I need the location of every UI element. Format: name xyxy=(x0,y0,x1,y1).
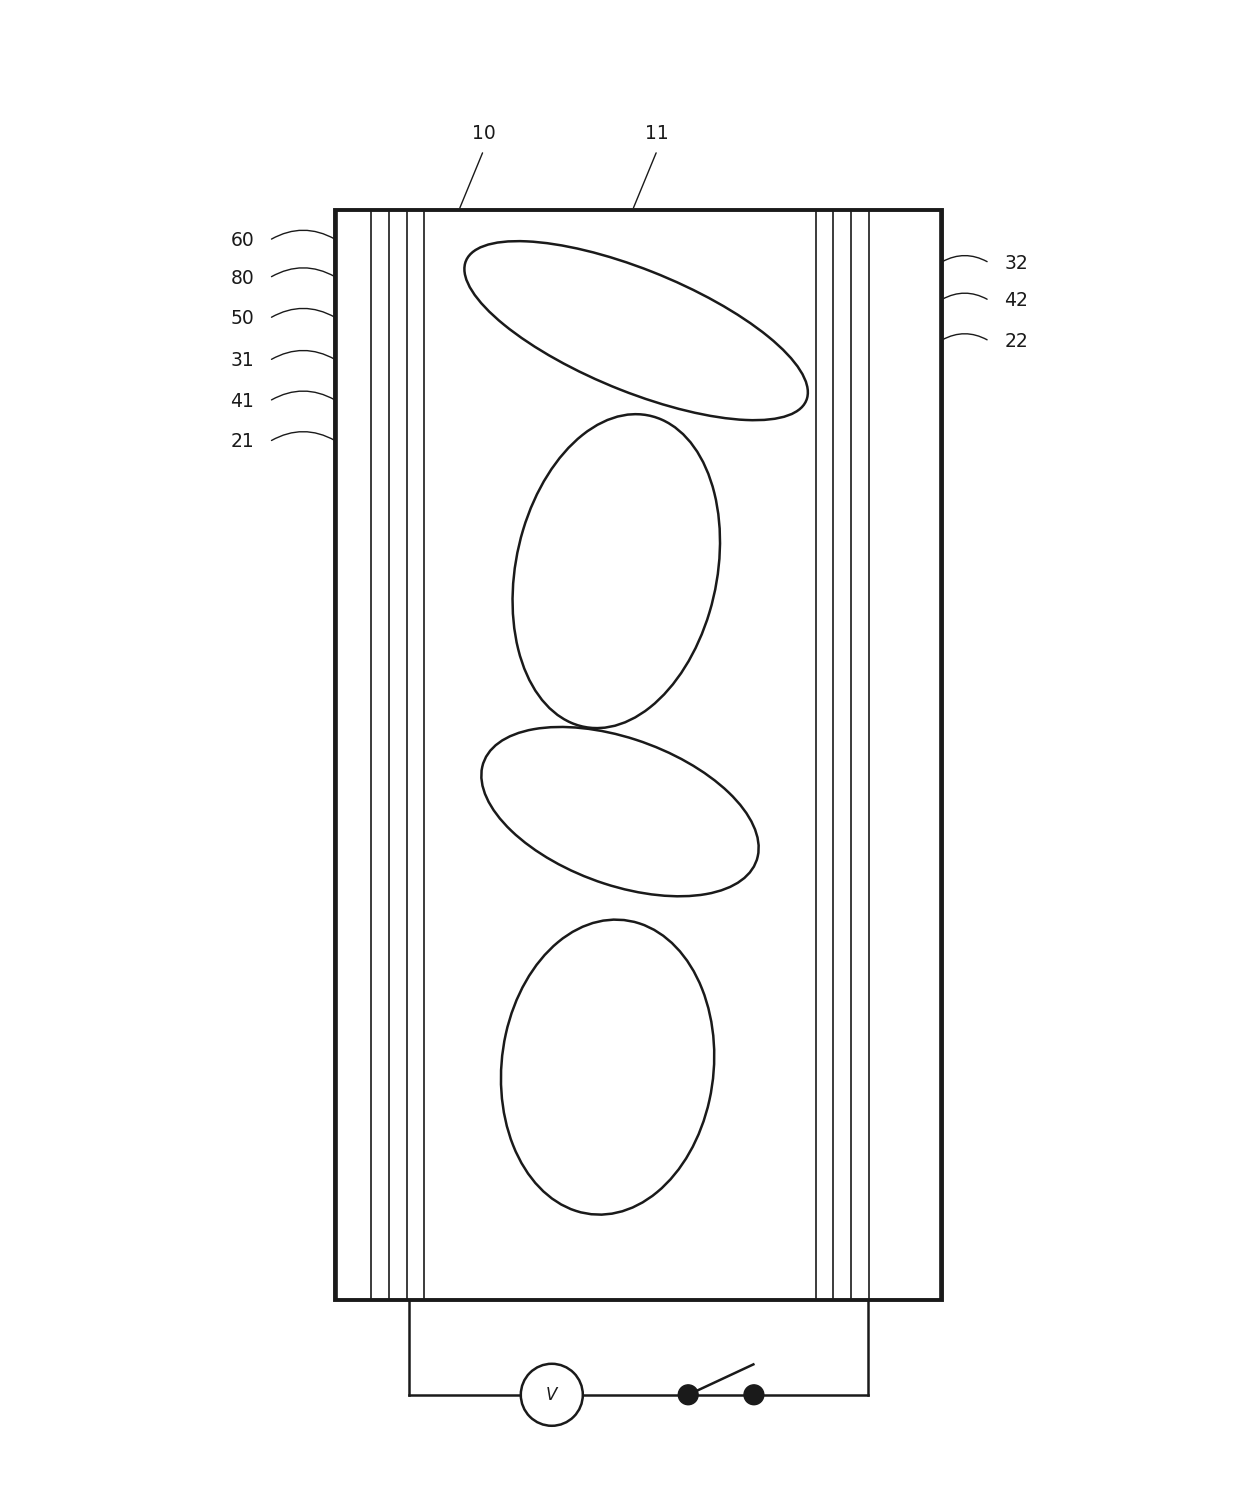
Text: 32: 32 xyxy=(1004,254,1028,272)
Text: 50: 50 xyxy=(231,310,254,328)
Ellipse shape xyxy=(521,1363,583,1426)
Bar xyxy=(427,210,813,1300)
Text: 41: 41 xyxy=(231,392,254,410)
Text: 60: 60 xyxy=(231,231,254,249)
Text: 10: 10 xyxy=(471,123,496,143)
Text: V: V xyxy=(546,1386,558,1404)
Text: 80: 80 xyxy=(231,269,254,287)
Ellipse shape xyxy=(465,240,807,421)
Ellipse shape xyxy=(512,415,720,727)
Text: 42: 42 xyxy=(1004,292,1028,310)
Bar xyxy=(335,210,942,1300)
Text: 22: 22 xyxy=(1004,332,1028,350)
Text: 31: 31 xyxy=(231,352,254,370)
Bar xyxy=(335,210,942,1300)
Ellipse shape xyxy=(678,1384,698,1405)
Ellipse shape xyxy=(744,1384,764,1405)
Text: 11: 11 xyxy=(645,123,670,143)
Ellipse shape xyxy=(481,727,759,896)
Ellipse shape xyxy=(501,920,714,1214)
Text: 21: 21 xyxy=(231,433,254,451)
